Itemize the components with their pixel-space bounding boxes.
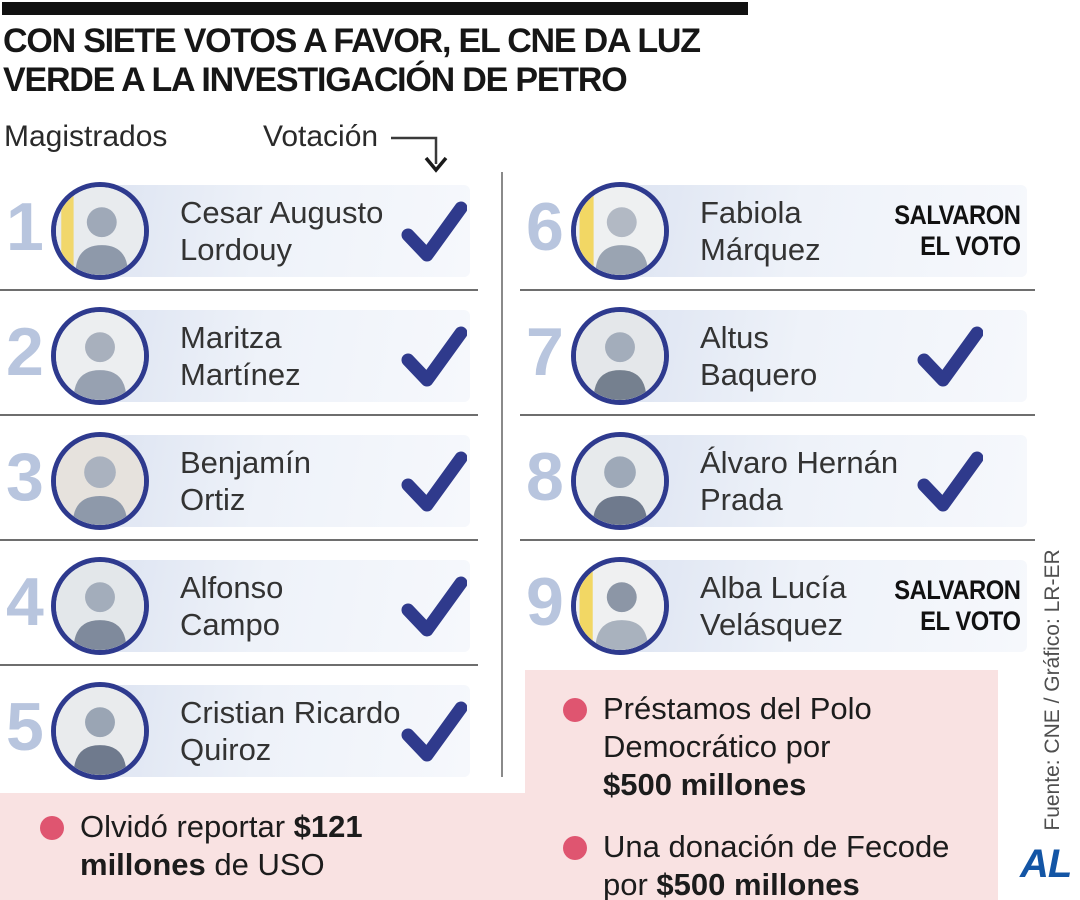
person-avatar-icon <box>576 437 664 525</box>
magistrate-name: Altus Baquero <box>700 320 818 392</box>
row-highlight-bar <box>612 560 1027 652</box>
salvaron-label: SALVARON EL VOTO <box>893 575 1021 636</box>
bullet-icon <box>563 698 587 722</box>
person-avatar-icon <box>56 562 144 650</box>
title-line-2: VERDE A LA INVESTIGACIÓN DE PETRO <box>3 61 628 99</box>
magistrate-photo <box>571 557 669 655</box>
magistrate-photo <box>51 432 149 530</box>
person-avatar-icon <box>56 687 144 775</box>
magistrate-photo <box>571 182 669 280</box>
magistrate-name: Alfonso Campo <box>180 570 284 642</box>
magistrate-name: Cesar Augusto Lordouy <box>180 195 384 267</box>
person-avatar-icon <box>56 187 144 275</box>
title-line-1: CON SIETE VOTOS A FAVOR, EL CNE DA LUZ <box>3 22 701 60</box>
magistrate-row-9: 9 Alba Lucía Velásquez SALVARON EL VOTO <box>520 552 1035 677</box>
page-title: CON SIETE VOTOS A FAVOR, EL CNE DA LUZ V… <box>3 22 763 100</box>
magistrate-number: 3 <box>6 439 44 515</box>
row-highlight-bar <box>612 185 1027 277</box>
magistrate-photo <box>51 182 149 280</box>
person-avatar-icon <box>576 187 664 275</box>
magistrate-number: 2 <box>6 314 44 390</box>
magistrate-name: Benjamín Ortiz <box>180 445 311 517</box>
header-votacion: Votación <box>263 120 379 153</box>
note-box-right: Préstamos del Polo Democrático por $500 mi… <box>525 670 998 900</box>
magistrate-name: Álvaro Hernán Prada <box>700 445 899 517</box>
magistrate-number: 8 <box>526 439 564 515</box>
magistrate-photo <box>51 557 149 655</box>
magistrate-row-6: 6 Fabiola Márquez SALVARON EL VOTO <box>520 177 1035 302</box>
magistrate-name: Maritza Martínez <box>180 320 301 392</box>
note-item: Olvidó reportar $121 millones de USO <box>40 808 525 884</box>
salvaron-label: SALVARON EL VOTO <box>893 200 1021 261</box>
check-icon <box>401 576 467 637</box>
magistrate-photo <box>51 307 149 405</box>
check-icon <box>401 201 467 262</box>
bullet-icon <box>40 816 64 840</box>
note-text: Préstamos del Polo Democrático por $500 mi… <box>603 691 872 802</box>
note-text: Olvidó reportar $121 millones de USO <box>80 809 363 882</box>
magistrate-photo <box>51 682 149 780</box>
magistrate-number: 1 <box>6 189 44 265</box>
check-icon <box>917 326 983 387</box>
source-credit: Fuente: CNE / Gráfico: LR-ER <box>1041 549 1064 831</box>
magistrate-photo <box>571 432 669 530</box>
center-divider <box>501 172 503 777</box>
bullet-icon <box>563 836 587 860</box>
person-avatar-icon <box>56 312 144 400</box>
magistrate-number: 6 <box>526 189 564 265</box>
right-column: 6 Fabiola Márquez SALVARON EL VOTO 7 <box>520 177 1035 677</box>
magistrate-number: 9 <box>526 564 564 640</box>
check-icon <box>917 451 983 512</box>
magistrate-number: 4 <box>6 564 44 640</box>
note-box-left: Olvidó reportar $121 millones de USO <box>0 793 525 900</box>
top-accent-bar <box>2 2 748 15</box>
header-magistrados: Magistrados <box>4 120 168 153</box>
person-avatar-icon <box>576 562 664 650</box>
note-text: Una donación de Fecode por $500 millones <box>603 829 950 900</box>
note-item: Préstamos del Polo Democrático por $500 mi… <box>563 690 998 804</box>
column-headers: Magistrados Votación <box>4 120 504 170</box>
magistrate-number: 5 <box>6 689 44 765</box>
magistrate-number: 7 <box>526 314 564 390</box>
magistrate-photo <box>571 307 669 405</box>
person-avatar-icon <box>576 312 664 400</box>
person-avatar-icon <box>56 437 144 525</box>
note-item: Una donación de Fecode por $500 millones <box>563 828 998 900</box>
check-icon <box>401 451 467 512</box>
magistrate-name: Cristian Ricardo Quiroz <box>180 695 401 767</box>
magistrate-name: Fabiola Márquez <box>700 195 821 267</box>
check-icon <box>401 326 467 387</box>
down-arrow-icon <box>391 136 448 173</box>
magistrate-name: Alba Lucía Velásquez <box>700 570 847 642</box>
al-logo: AL <box>1020 842 1072 886</box>
check-icon <box>401 701 467 762</box>
